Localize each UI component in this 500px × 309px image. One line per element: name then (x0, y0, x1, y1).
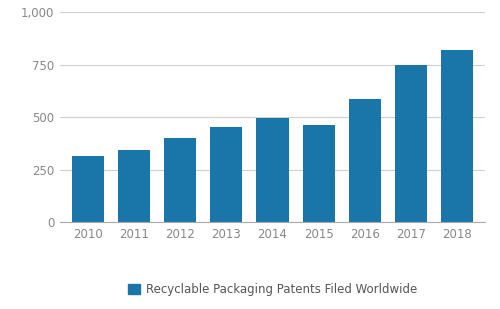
Bar (118, 150, 150, 222)
Bar (72, 156, 104, 222)
Legend: Recyclable Packaging Patents Filed Worldwide: Recyclable Packaging Patents Filed World… (128, 283, 417, 296)
Bar (348, 99, 381, 222)
Bar (164, 138, 196, 222)
Bar (256, 118, 288, 222)
Bar (210, 127, 242, 222)
Bar (395, 65, 428, 222)
Bar (302, 125, 335, 222)
Bar (441, 50, 474, 222)
